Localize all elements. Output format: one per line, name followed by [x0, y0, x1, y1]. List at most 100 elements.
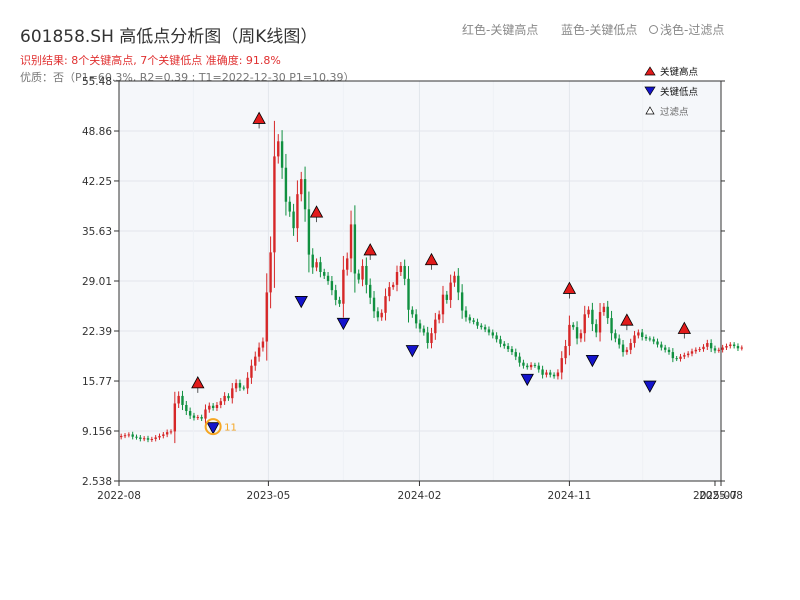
candle-body [518, 356, 521, 363]
candle-body [142, 438, 146, 440]
candle-body [537, 365, 540, 370]
candle-body [549, 372, 552, 375]
candle-body [506, 346, 510, 350]
legend-low-label: 关键低点 [660, 86, 699, 98]
note-blue-low: 蓝色-关键低点 [561, 23, 638, 37]
candle-body [545, 372, 548, 375]
candle-body [457, 275, 460, 293]
candle-body [610, 318, 613, 334]
candle-body [614, 333, 617, 339]
candle-body [376, 311, 380, 318]
candle-body [269, 252, 272, 293]
candle-body [242, 387, 245, 389]
y-tick-label: 35.63 [82, 226, 112, 238]
candle-body [690, 351, 694, 354]
candle-body [671, 352, 675, 359]
candle-body [139, 437, 142, 439]
candle-body [560, 358, 563, 373]
candle-body [265, 292, 268, 342]
candle-body [399, 265, 403, 273]
candle-body [135, 436, 138, 438]
y-tick-label: 2.538 [82, 476, 112, 488]
candle-body [740, 347, 743, 349]
candle-body [487, 329, 491, 333]
candle-body [656, 341, 659, 345]
candle-body [541, 369, 544, 375]
candle-body [522, 362, 525, 366]
candle-body [483, 327, 487, 330]
candle-body [683, 355, 686, 357]
candle-body [368, 284, 372, 298]
candle-body [227, 395, 230, 399]
candle-body [422, 328, 426, 333]
candle-body [211, 405, 215, 408]
candle-body [667, 349, 671, 353]
candle-body [380, 312, 383, 318]
candle-body [713, 348, 717, 351]
candle-body [292, 211, 295, 229]
candle-body [564, 346, 567, 359]
candle-body [372, 297, 376, 312]
candle-body [238, 383, 242, 388]
candle-body [629, 343, 632, 350]
note-filtered-label: 浅色-过滤点 [660, 23, 725, 37]
candle-body [644, 336, 648, 339]
key-high-marker [191, 376, 205, 389]
candle-body [418, 323, 422, 329]
candle-body [464, 310, 468, 318]
candle-body [150, 438, 154, 440]
candle-body [675, 358, 678, 360]
candle-body [503, 343, 506, 347]
candle-body [572, 324, 575, 328]
candle-body [637, 332, 640, 336]
candle-body [334, 290, 337, 300]
candle-body [414, 314, 418, 324]
key-high-marker [562, 281, 577, 294]
x-tick-label: 2025-08 [699, 490, 743, 502]
candle-body [698, 349, 701, 351]
candle-body [280, 141, 284, 168]
candle-body [709, 343, 713, 349]
x-tick-label: 2024-11 [547, 490, 591, 502]
candle-body [556, 372, 560, 377]
candle-body [591, 309, 594, 325]
candle-body [732, 344, 736, 347]
candle-body [173, 403, 177, 432]
key-high-marker [620, 313, 634, 326]
candles [119, 120, 743, 444]
candle-body [411, 309, 414, 315]
candle-body [254, 356, 257, 366]
candle-body [706, 343, 709, 347]
candle-body [529, 364, 533, 368]
key-high-marker [252, 111, 266, 124]
candle-body [384, 296, 387, 313]
chart-title: 601858.SH 高低点分析图（周K线图） [20, 27, 318, 47]
legend-high-label: 关键高点 [660, 66, 699, 78]
candle-body [388, 287, 391, 297]
candle-body [338, 299, 341, 304]
candle-body [621, 344, 625, 353]
candle-body [196, 417, 200, 419]
candle-body [323, 272, 326, 276]
candle-body [663, 347, 667, 350]
candle-body [533, 364, 537, 366]
candle-body [640, 332, 644, 337]
candle-body [568, 324, 571, 347]
candle-body [679, 356, 682, 359]
candle-body [587, 309, 590, 315]
y-tick-label: 55.48 [82, 76, 112, 88]
candle-body [445, 294, 449, 300]
axes: 2.538 9.156 15.77 22.39 29.01 35.63 42.25 48.86… [82, 76, 743, 502]
note-filtered: 浅色-过滤点 [649, 21, 724, 38]
candle-body [633, 335, 636, 344]
candle-body [729, 344, 732, 347]
legend-low-marker [644, 86, 656, 96]
key-low-marker [336, 317, 351, 331]
candle-body [188, 411, 192, 416]
candle-body [288, 201, 291, 212]
candle-body [361, 265, 364, 280]
candle-body [181, 395, 184, 405]
candle-body [652, 339, 655, 342]
candle-body [694, 349, 698, 352]
candle-body [303, 179, 307, 210]
